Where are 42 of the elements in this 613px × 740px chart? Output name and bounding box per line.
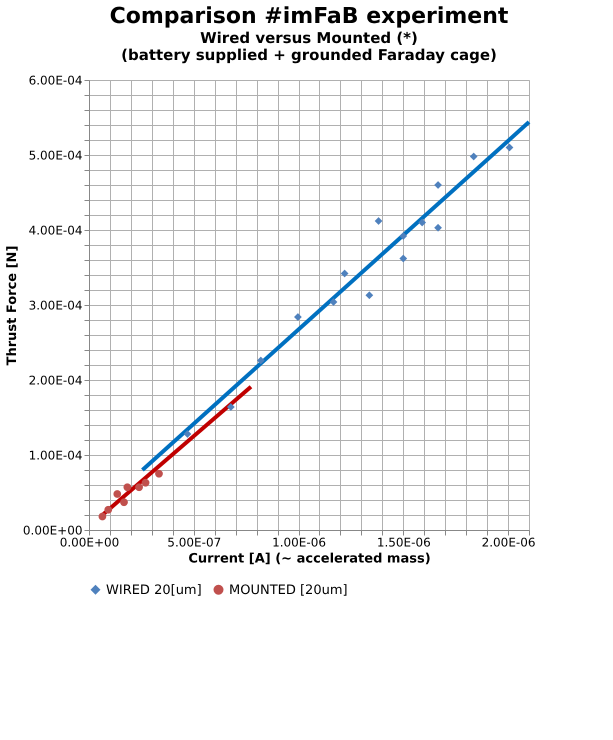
legend-label: MOUNTED [20um]: [229, 582, 348, 598]
point: [184, 430, 192, 438]
point: [113, 490, 122, 498]
point: [365, 291, 374, 300]
point: [418, 218, 426, 226]
y-tick-label: 2.00E-04: [28, 374, 82, 388]
x-tick-label: 5.00E-07: [167, 536, 222, 550]
point: [120, 498, 128, 506]
text: (battery supplied + grounded Faraday cage): [121, 46, 497, 64]
x-tick-label: 2.00E-06: [482, 536, 536, 550]
legend-label: WIRED 20[um]: [106, 582, 202, 598]
y-tick-label: 0.00E+00: [22, 524, 82, 538]
point: [470, 152, 478, 160]
y-tick-label: 6.00E-04: [28, 74, 82, 88]
point: [104, 506, 112, 514]
point: [98, 512, 106, 520]
x-tick-label: 1.00E-06: [272, 536, 326, 550]
point: [256, 356, 265, 364]
x-axis-title: Current [A] (~ accelerated mass): [188, 552, 431, 566]
point: [123, 483, 132, 492]
y-tick-label: 4.00E-04: [28, 224, 82, 238]
point: [330, 298, 338, 306]
point: [226, 403, 235, 411]
point: [434, 181, 442, 189]
y-tick-label: 5.00E-04: [28, 148, 82, 162]
point: [399, 232, 408, 240]
point: [135, 483, 143, 492]
chart-title: Comparison #imFaB experiment: [110, 4, 509, 29]
point: [506, 144, 514, 152]
chart-subtitle: Wired versus Mounted (*): [200, 29, 418, 47]
point: [340, 270, 348, 278]
x-tick-label: 1.50E-06: [376, 536, 431, 550]
y-tick-label: 3.00E-04: [28, 298, 82, 312]
x-tick-label: 0.00E+00: [60, 536, 120, 550]
point: [434, 224, 442, 232]
y-axis-title: Thrust Force [N]: [4, 246, 20, 366]
point: [374, 217, 382, 225]
point: [155, 470, 163, 478]
point: [399, 254, 408, 262]
y-tick-label: 1.00E-04: [28, 448, 82, 462]
point: [294, 313, 302, 321]
point: [142, 478, 150, 487]
